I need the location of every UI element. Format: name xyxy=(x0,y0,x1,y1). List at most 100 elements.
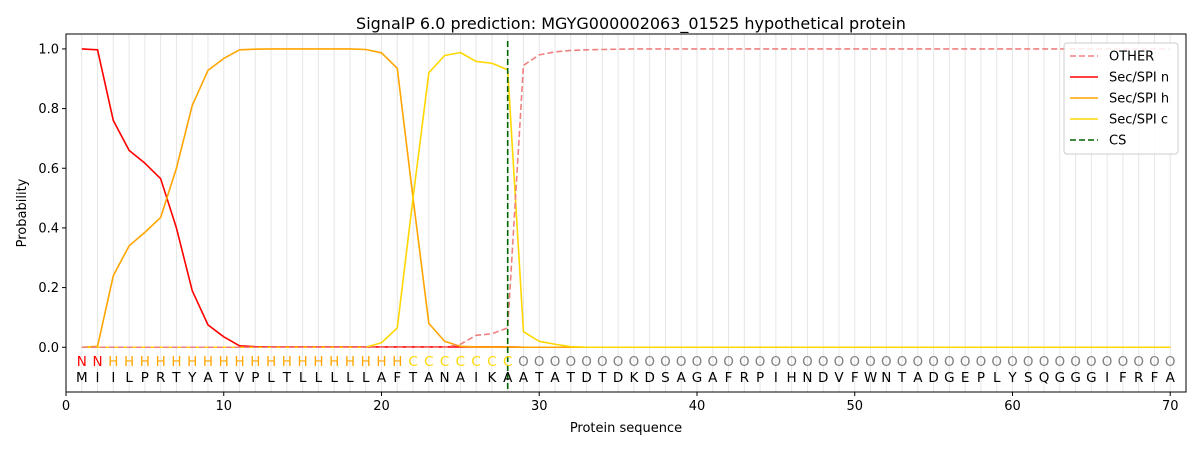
residue-label: L xyxy=(330,370,338,386)
region-label: O xyxy=(597,354,608,370)
legend-label: CS xyxy=(1109,134,1126,149)
residue-label: R xyxy=(156,370,165,386)
residue-label: I xyxy=(1105,370,1109,386)
residue-label: T xyxy=(566,370,576,386)
x-tick-label: 60 xyxy=(1004,399,1021,414)
region-label: O xyxy=(865,354,876,370)
region-label: O xyxy=(1086,354,1097,370)
sequence-layer: NMNIHIHLHPHRHTHYHAHTHVHPHLHTHLHLHLHLHLHA… xyxy=(76,354,1176,386)
region-label: N xyxy=(77,354,87,370)
region-label: O xyxy=(1102,354,1113,370)
residue-label: G xyxy=(1070,370,1080,386)
region-label: O xyxy=(1054,354,1065,370)
region-label: O xyxy=(1007,354,1018,370)
region-label: O xyxy=(881,354,892,370)
region-label: O xyxy=(1118,354,1129,370)
region-label: H xyxy=(282,354,292,370)
region-label: O xyxy=(723,354,734,370)
residue-label: W xyxy=(864,370,877,386)
region-label: O xyxy=(1070,354,1081,370)
residue-label: F xyxy=(725,370,733,386)
region-label: H xyxy=(376,354,386,370)
residue-label: D xyxy=(928,370,938,386)
y-tick-label: 0.6 xyxy=(38,162,59,177)
residue-label: I xyxy=(96,370,100,386)
residue-label: Y xyxy=(187,370,197,386)
residue-label: D xyxy=(818,370,828,386)
region-label: O xyxy=(644,354,655,370)
x-tick-label: 30 xyxy=(531,399,548,414)
region-label: O xyxy=(1039,354,1050,370)
region-label: C xyxy=(440,354,449,370)
residue-label: A xyxy=(913,370,923,386)
region-label: O xyxy=(707,354,718,370)
legend-label: Sec/SPI n xyxy=(1109,71,1169,86)
region-label: O xyxy=(928,354,939,370)
region-label: O xyxy=(534,354,545,370)
residue-label: S xyxy=(661,370,670,386)
region-label: O xyxy=(629,354,640,370)
residue-label: E xyxy=(961,370,970,386)
residue-label: F xyxy=(393,370,401,386)
residue-label: V xyxy=(834,370,844,386)
residue-label: L xyxy=(125,370,133,386)
y-tick-label: 0.4 xyxy=(38,221,59,236)
residue-label: A xyxy=(550,370,560,386)
residue-label: R xyxy=(1134,370,1143,386)
region-label: O xyxy=(897,354,908,370)
residue-label: Y xyxy=(1007,370,1017,386)
x-tick-label: 20 xyxy=(373,399,390,414)
series-layer xyxy=(81,48,1171,349)
residue-label: D xyxy=(613,370,623,386)
residue-label: L xyxy=(362,370,370,386)
region-label: H xyxy=(250,354,260,370)
series-line-other xyxy=(81,48,1171,349)
x-tick-label: 10 xyxy=(215,399,232,414)
residue-label: T xyxy=(597,370,607,386)
residue-label: F xyxy=(1119,370,1127,386)
region-label: C xyxy=(424,354,433,370)
region-label: H xyxy=(361,354,371,370)
region-label: H xyxy=(171,354,181,370)
residue-label: I xyxy=(474,370,478,386)
region-label: O xyxy=(676,354,687,370)
region-label: O xyxy=(1165,354,1176,370)
residue-label: A xyxy=(424,370,434,386)
x-tick-label: 0 xyxy=(62,399,70,414)
region-label: O xyxy=(1133,354,1144,370)
region-label: H xyxy=(234,354,244,370)
region-label: O xyxy=(786,354,797,370)
residue-label: Q xyxy=(1039,370,1050,386)
y-tick-label: 0.8 xyxy=(38,102,59,117)
region-label: H xyxy=(187,354,197,370)
grid-layer xyxy=(81,34,1171,392)
region-label: O xyxy=(660,354,671,370)
region-label: H xyxy=(140,354,150,370)
y-ticks: 0.0 0.2 0.4 0.6 0.8 1.0 xyxy=(38,42,66,356)
region-label: O xyxy=(550,354,561,370)
region-label: N xyxy=(92,354,102,370)
y-tick-label: 0.2 xyxy=(38,281,59,296)
residue-label: P xyxy=(141,370,149,386)
region-label: O xyxy=(849,354,860,370)
residue-label: I xyxy=(774,370,778,386)
residue-label: G xyxy=(692,370,702,386)
region-label: C xyxy=(456,354,465,370)
residue-label: N xyxy=(881,370,891,386)
residue-label: L xyxy=(267,370,275,386)
region-label: H xyxy=(124,354,134,370)
region-label: O xyxy=(960,354,971,370)
region-label: O xyxy=(802,354,813,370)
region-label: C xyxy=(487,354,496,370)
residue-label: G xyxy=(1086,370,1096,386)
residue-label: L xyxy=(346,370,354,386)
residue-label: F xyxy=(1151,370,1159,386)
legend-label: Sec/SPI c xyxy=(1109,113,1168,128)
residue-label: F xyxy=(851,370,859,386)
residue-label: I xyxy=(111,370,115,386)
region-label: H xyxy=(203,354,213,370)
residue-label: K xyxy=(487,370,497,386)
residue-label: L xyxy=(993,370,1001,386)
x-tick-label: 70 xyxy=(1162,399,1179,414)
